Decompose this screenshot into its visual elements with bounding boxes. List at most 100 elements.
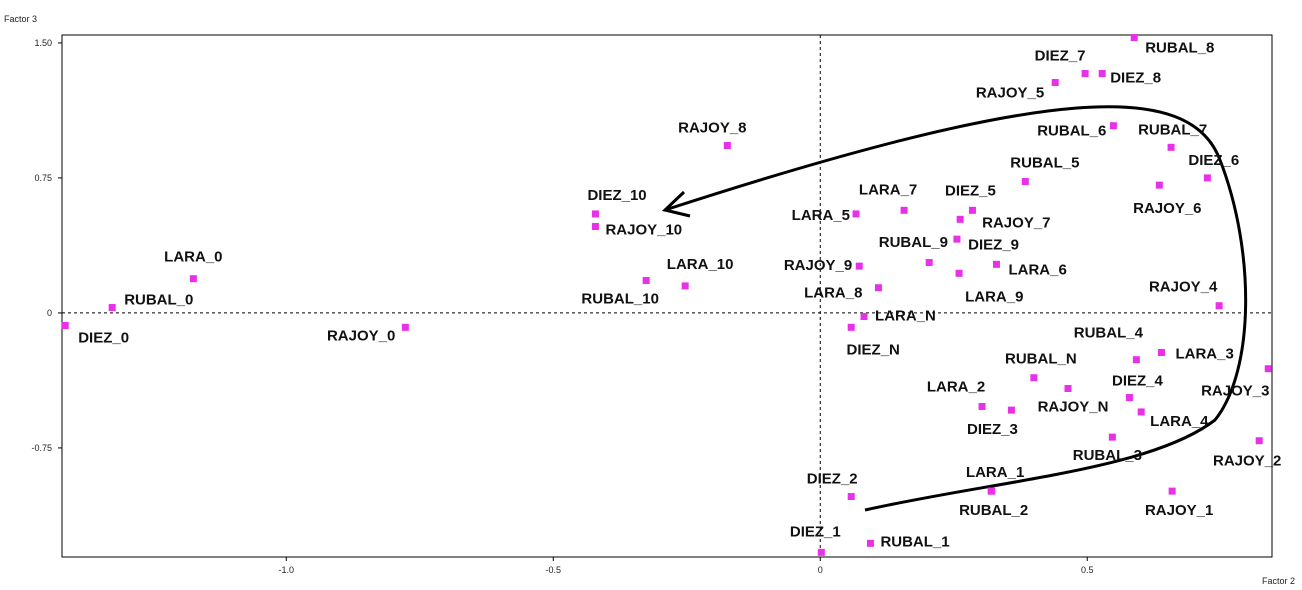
point-label: DIEZ_6 <box>1188 152 1239 169</box>
point <box>847 493 855 501</box>
point <box>874 284 882 292</box>
point <box>956 215 964 223</box>
point <box>1064 385 1072 393</box>
point-label: RAJOY_6 <box>1133 200 1201 217</box>
point <box>988 487 996 495</box>
point-label: RAJOY_3 <box>1201 383 1269 400</box>
point <box>925 259 933 267</box>
point-label: RUBAL_9 <box>879 234 948 251</box>
point-label: RAJOY_10 <box>605 222 682 239</box>
plot-frame <box>61 34 1273 558</box>
point-label: LARA_4 <box>1150 413 1209 430</box>
point-label: RUBAL_7 <box>1138 121 1207 138</box>
point <box>1137 408 1145 416</box>
point <box>855 262 863 270</box>
point-label: LARA_9 <box>965 288 1023 305</box>
point-label: DIEZ_1 <box>790 523 841 540</box>
x-tick-label: -1.0 <box>279 565 295 575</box>
point <box>1108 433 1116 441</box>
point <box>1155 181 1163 189</box>
point-label: RAJOY_8 <box>678 120 746 137</box>
point <box>591 223 599 231</box>
y-tick-label: -0.75 <box>31 443 52 453</box>
point-label: RAJOY_5 <box>976 85 1044 102</box>
point-label: RUBAL_1 <box>880 533 949 550</box>
point-label: LARA_8 <box>804 285 862 302</box>
point-label: LARA_7 <box>859 181 917 198</box>
point <box>866 539 874 547</box>
point <box>1021 178 1029 186</box>
point <box>1125 394 1133 402</box>
point <box>1051 79 1059 87</box>
point <box>955 269 963 277</box>
point <box>968 206 976 214</box>
point <box>401 323 409 331</box>
point <box>1168 487 1176 495</box>
point-label: RAJOY_4 <box>1149 279 1218 296</box>
point <box>1007 406 1015 414</box>
point <box>61 322 69 330</box>
point <box>1264 365 1272 373</box>
x-tick-label: 0.5 <box>1081 565 1094 575</box>
point <box>723 142 731 150</box>
point-label: LARA_1 <box>966 464 1024 481</box>
y-tick-label: 0 <box>47 308 52 318</box>
point <box>108 304 116 312</box>
point <box>847 323 855 331</box>
point-label: DIEZ_7 <box>1035 48 1086 65</box>
point-label: RUBAL_8 <box>1145 40 1214 57</box>
point <box>1255 437 1263 445</box>
y-tick-label: 1.50 <box>34 38 52 48</box>
point <box>852 210 860 218</box>
y-tick-label: 0.75 <box>34 173 52 183</box>
point-label: RAJOY_2 <box>1213 453 1281 470</box>
point-label: DIEZ_5 <box>945 182 996 199</box>
trajectory-arrow <box>664 105 1248 512</box>
point <box>1130 34 1138 42</box>
point <box>1132 356 1140 364</box>
point-label: LARA_3 <box>1175 346 1233 363</box>
point <box>1098 70 1106 78</box>
point-label: DIEZ_8 <box>1110 70 1161 87</box>
point <box>1081 70 1089 78</box>
point <box>900 206 908 214</box>
point <box>642 277 650 285</box>
point <box>1215 302 1223 310</box>
point-label: DIEZ_0 <box>78 330 129 347</box>
point-label: LARA_5 <box>792 207 850 224</box>
point-label: RUBAL_5 <box>1010 155 1079 172</box>
arrow-head <box>661 190 691 218</box>
point-label: RUBAL_0 <box>124 292 193 309</box>
y-axis-label: Factor 3 <box>4 14 37 24</box>
point <box>1167 143 1175 151</box>
x-tick-label: -0.5 <box>546 565 562 575</box>
point <box>1030 374 1038 382</box>
point-label: RUBAL_2 <box>959 502 1028 519</box>
point-label: DIEZ_9 <box>968 237 1019 254</box>
point-label: LARA_N <box>875 308 936 325</box>
point <box>1109 122 1117 130</box>
point-label: RAJOY_9 <box>784 257 852 274</box>
point <box>860 313 868 321</box>
point-label: RUBAL_N <box>1005 351 1077 368</box>
point-label: RUBAL_6 <box>1037 123 1106 140</box>
point-label: RUBAL_3 <box>1073 447 1142 464</box>
point <box>817 548 825 556</box>
point-label: RAJOY_7 <box>982 214 1050 231</box>
point-label: LARA_2 <box>927 379 985 396</box>
point-label: DIEZ_4 <box>1112 373 1164 390</box>
point-label: LARA_10 <box>667 256 734 273</box>
point <box>681 282 689 290</box>
point <box>1157 349 1165 357</box>
point-label: DIEZ_2 <box>807 471 858 488</box>
point <box>1203 174 1211 182</box>
point-label: RAJOY_0 <box>327 327 395 344</box>
point-label: LARA_0 <box>164 249 222 266</box>
point-label: RAJOY_N <box>1038 399 1109 416</box>
x-axis-label: Factor 2 <box>1262 576 1295 586</box>
point <box>953 235 961 243</box>
point-label: DIEZ_10 <box>587 187 646 204</box>
point-label: RUBAL_4 <box>1074 325 1144 342</box>
point <box>591 210 599 218</box>
